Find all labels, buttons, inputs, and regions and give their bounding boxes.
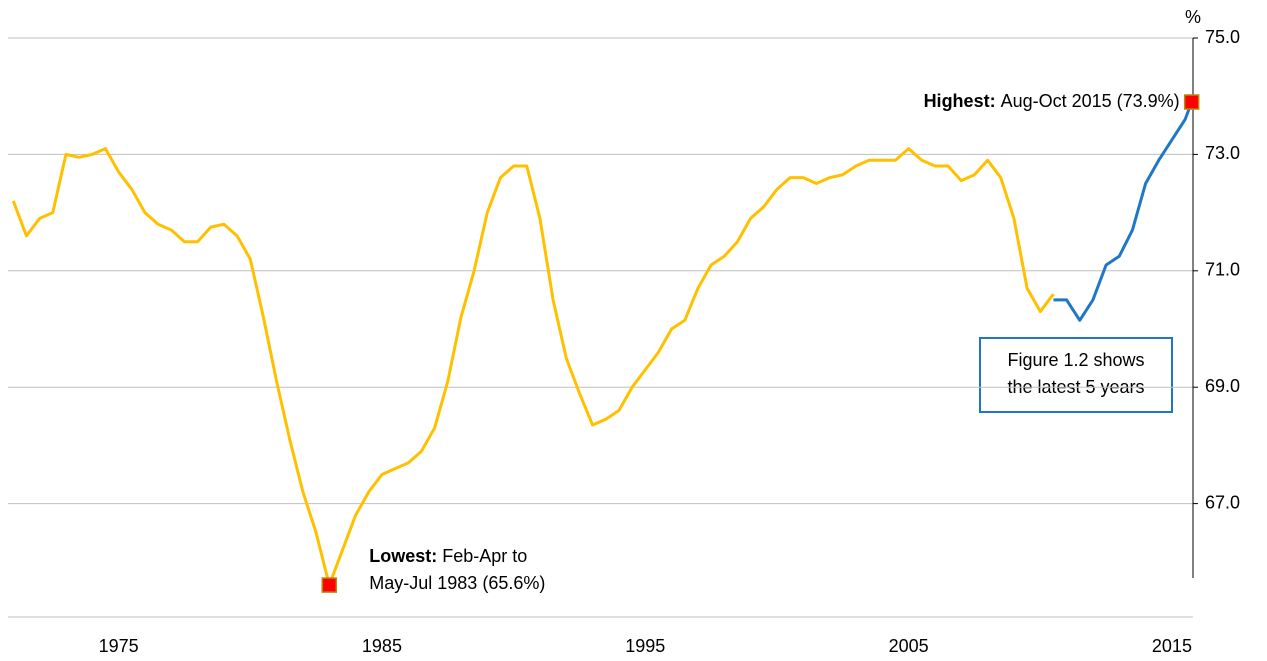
y-tick-label: 67.0 — [1205, 492, 1240, 512]
note-text: Figure 1.2 shows — [1007, 350, 1144, 370]
highest-text: Aug-Oct 2015 (73.9%) — [1001, 91, 1180, 111]
lowest-text: Feb-Apr to — [442, 546, 527, 566]
extreme-marker — [321, 577, 338, 593]
highest-label: Highest: Aug-Oct 2015 (73.9%) — [924, 91, 1180, 111]
y-tick-label: 73.0 — [1205, 143, 1240, 163]
y-tick-label: 71.0 — [1205, 260, 1240, 280]
lowest-bold: Lowest: — [369, 546, 437, 566]
x-tick-label: 2015 — [1152, 636, 1192, 656]
lowest-label: May-Jul 1983 (65.6%) — [369, 573, 545, 593]
lowest-label: Lowest: Feb-Apr to — [369, 546, 527, 566]
x-tick-label: 1995 — [625, 636, 665, 656]
x-tick-label: 2005 — [889, 636, 929, 656]
y-tick-label: 75.0 — [1205, 27, 1240, 47]
x-tick-label: 1975 — [99, 636, 139, 656]
highest-bold: Highest: — [924, 91, 996, 111]
y-tick-label: 69.0 — [1205, 376, 1240, 396]
extreme-marker — [1183, 94, 1200, 110]
note-box — [979, 337, 1173, 413]
series-line — [11, 147, 1055, 587]
x-tick-label: 1985 — [362, 636, 402, 656]
series-line — [1053, 101, 1194, 322]
y-unit: % — [1185, 7, 1201, 27]
